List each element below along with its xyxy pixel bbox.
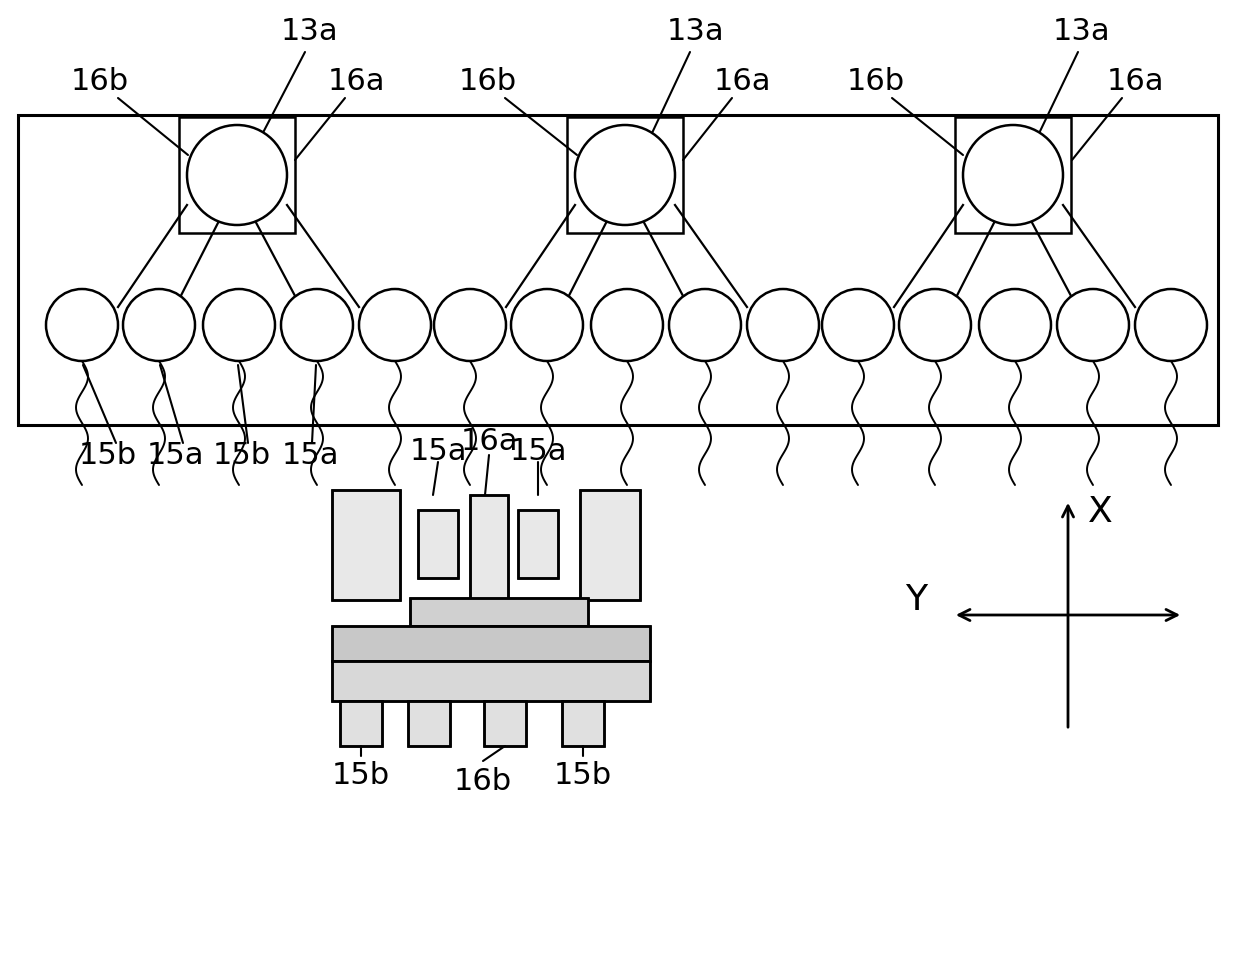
Text: 16a: 16a	[327, 67, 385, 97]
Text: 13a: 13a	[667, 17, 724, 46]
Bar	[470, 495, 508, 603]
Circle shape	[281, 289, 353, 361]
Circle shape	[591, 289, 663, 361]
Circle shape	[575, 125, 675, 225]
Circle shape	[747, 289, 819, 361]
Text: 15b: 15b	[554, 761, 612, 790]
Bar	[418, 510, 458, 578]
Circle shape	[821, 289, 895, 361]
Text: 16b: 16b	[453, 766, 512, 796]
Circle shape	[359, 289, 431, 361]
Text: 16b: 16b	[847, 67, 904, 97]
Circle shape	[187, 125, 287, 225]
Bar	[332, 626, 650, 661]
Bar	[563, 701, 603, 746]
Circle shape	[1135, 289, 1207, 361]
Circle shape	[123, 289, 195, 361]
Bar	[580, 490, 641, 600]
Circle shape	[203, 289, 275, 361]
Text: 15a: 15a	[146, 441, 203, 469]
Text: 15b: 15b	[213, 441, 271, 469]
Bar	[955, 117, 1070, 233]
Bar	[332, 661, 650, 701]
Text: X: X	[1088, 495, 1113, 529]
Circle shape	[1057, 289, 1129, 361]
Circle shape	[979, 289, 1051, 361]
Bar	[518, 510, 558, 578]
Text: Y: Y	[904, 583, 927, 617]
Bar	[178, 117, 295, 233]
Text: 13a: 13a	[281, 17, 338, 46]
Bar	[410, 598, 589, 626]
Bar	[339, 701, 382, 746]
Bar	[332, 490, 400, 600]
Bar	[567, 117, 683, 233]
Text: 15b: 15b	[79, 441, 138, 469]
Text: 16b: 16b	[458, 67, 517, 97]
Bar	[332, 626, 650, 661]
Circle shape	[434, 289, 506, 361]
Bar	[19, 115, 1218, 425]
Text: 15a: 15a	[281, 441, 338, 469]
Bar	[408, 701, 450, 746]
Bar	[563, 701, 603, 746]
Bar	[332, 661, 650, 701]
Text: 15b: 15b	[332, 761, 390, 790]
Text: 13a: 13a	[1053, 17, 1111, 46]
Text: 15a: 15a	[509, 438, 566, 467]
Bar	[408, 701, 450, 746]
Bar	[332, 490, 400, 600]
Circle shape	[46, 289, 118, 361]
Circle shape	[510, 289, 584, 361]
Text: 16a: 16a	[460, 427, 518, 457]
Circle shape	[669, 289, 741, 361]
Bar	[339, 701, 382, 746]
Bar	[470, 495, 508, 603]
Circle shape	[963, 125, 1063, 225]
Bar	[518, 510, 558, 578]
Bar	[418, 510, 458, 578]
Circle shape	[900, 289, 971, 361]
Bar	[484, 701, 527, 746]
Bar	[410, 598, 589, 626]
Text: 16a: 16a	[714, 67, 771, 97]
Bar	[484, 701, 527, 746]
Text: 16b: 16b	[71, 67, 129, 97]
Text: 15a: 15a	[409, 438, 467, 467]
Bar	[580, 490, 641, 600]
Text: 16a: 16a	[1106, 67, 1163, 97]
